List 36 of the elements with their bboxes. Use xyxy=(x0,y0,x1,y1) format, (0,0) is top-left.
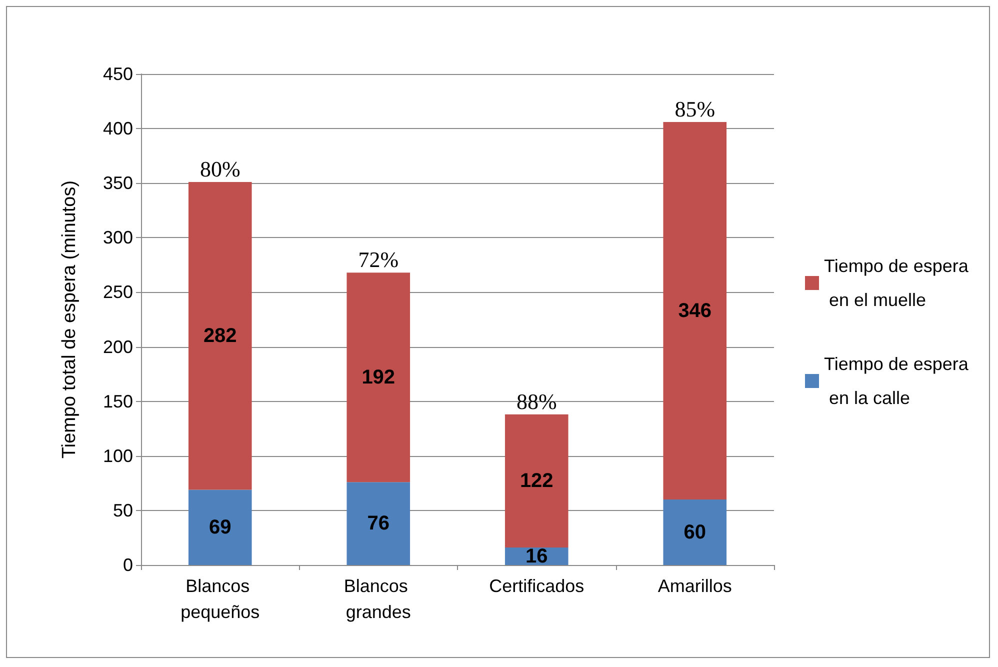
bar xyxy=(346,272,410,482)
y-tick-label: 150 xyxy=(102,391,133,412)
data-label: 282 xyxy=(203,324,237,347)
annotation: 80% xyxy=(200,156,240,182)
x-tick-label: Blancos grandes xyxy=(344,576,413,622)
legend-label: Tiempo de espera en la calle xyxy=(824,354,970,408)
data-label: 346 xyxy=(678,300,712,322)
y-tick-label: 250 xyxy=(102,282,133,302)
x-tick-label: Blancos pequeños xyxy=(180,576,260,622)
bar xyxy=(346,482,410,565)
bar xyxy=(663,122,727,500)
y-tick-label: 50 xyxy=(112,500,133,520)
data-label: 69 xyxy=(209,516,232,538)
data-label: 76 xyxy=(367,512,390,535)
data-label: 16 xyxy=(526,545,548,568)
data-label: 122 xyxy=(520,470,554,492)
y-tick-label: 450 xyxy=(102,64,133,84)
y-tick-label: 0 xyxy=(122,555,133,575)
bar xyxy=(663,500,727,565)
y-tick-label: 350 xyxy=(102,173,133,194)
y-tick-label: 400 xyxy=(102,118,133,139)
y-axis-title: Tiempo total de espera (minutos) xyxy=(59,180,80,459)
bar xyxy=(188,182,252,490)
annotation: 85% xyxy=(674,96,716,122)
legend-label: Tiempo de espera en el muelle xyxy=(824,256,970,310)
annotation: 88% xyxy=(516,388,557,414)
y-tick-label: 300 xyxy=(102,228,133,248)
x-tick-label: Certificados xyxy=(489,576,584,596)
annotation: 72% xyxy=(358,247,399,272)
data-label: 192 xyxy=(362,366,396,388)
bar xyxy=(504,414,568,548)
x-tick-label: Amarillos xyxy=(658,576,732,596)
y-tick-label: 100 xyxy=(102,446,133,466)
bar xyxy=(188,490,252,565)
y-tick-label: 200 xyxy=(102,336,133,357)
data-label: 60 xyxy=(684,521,706,544)
